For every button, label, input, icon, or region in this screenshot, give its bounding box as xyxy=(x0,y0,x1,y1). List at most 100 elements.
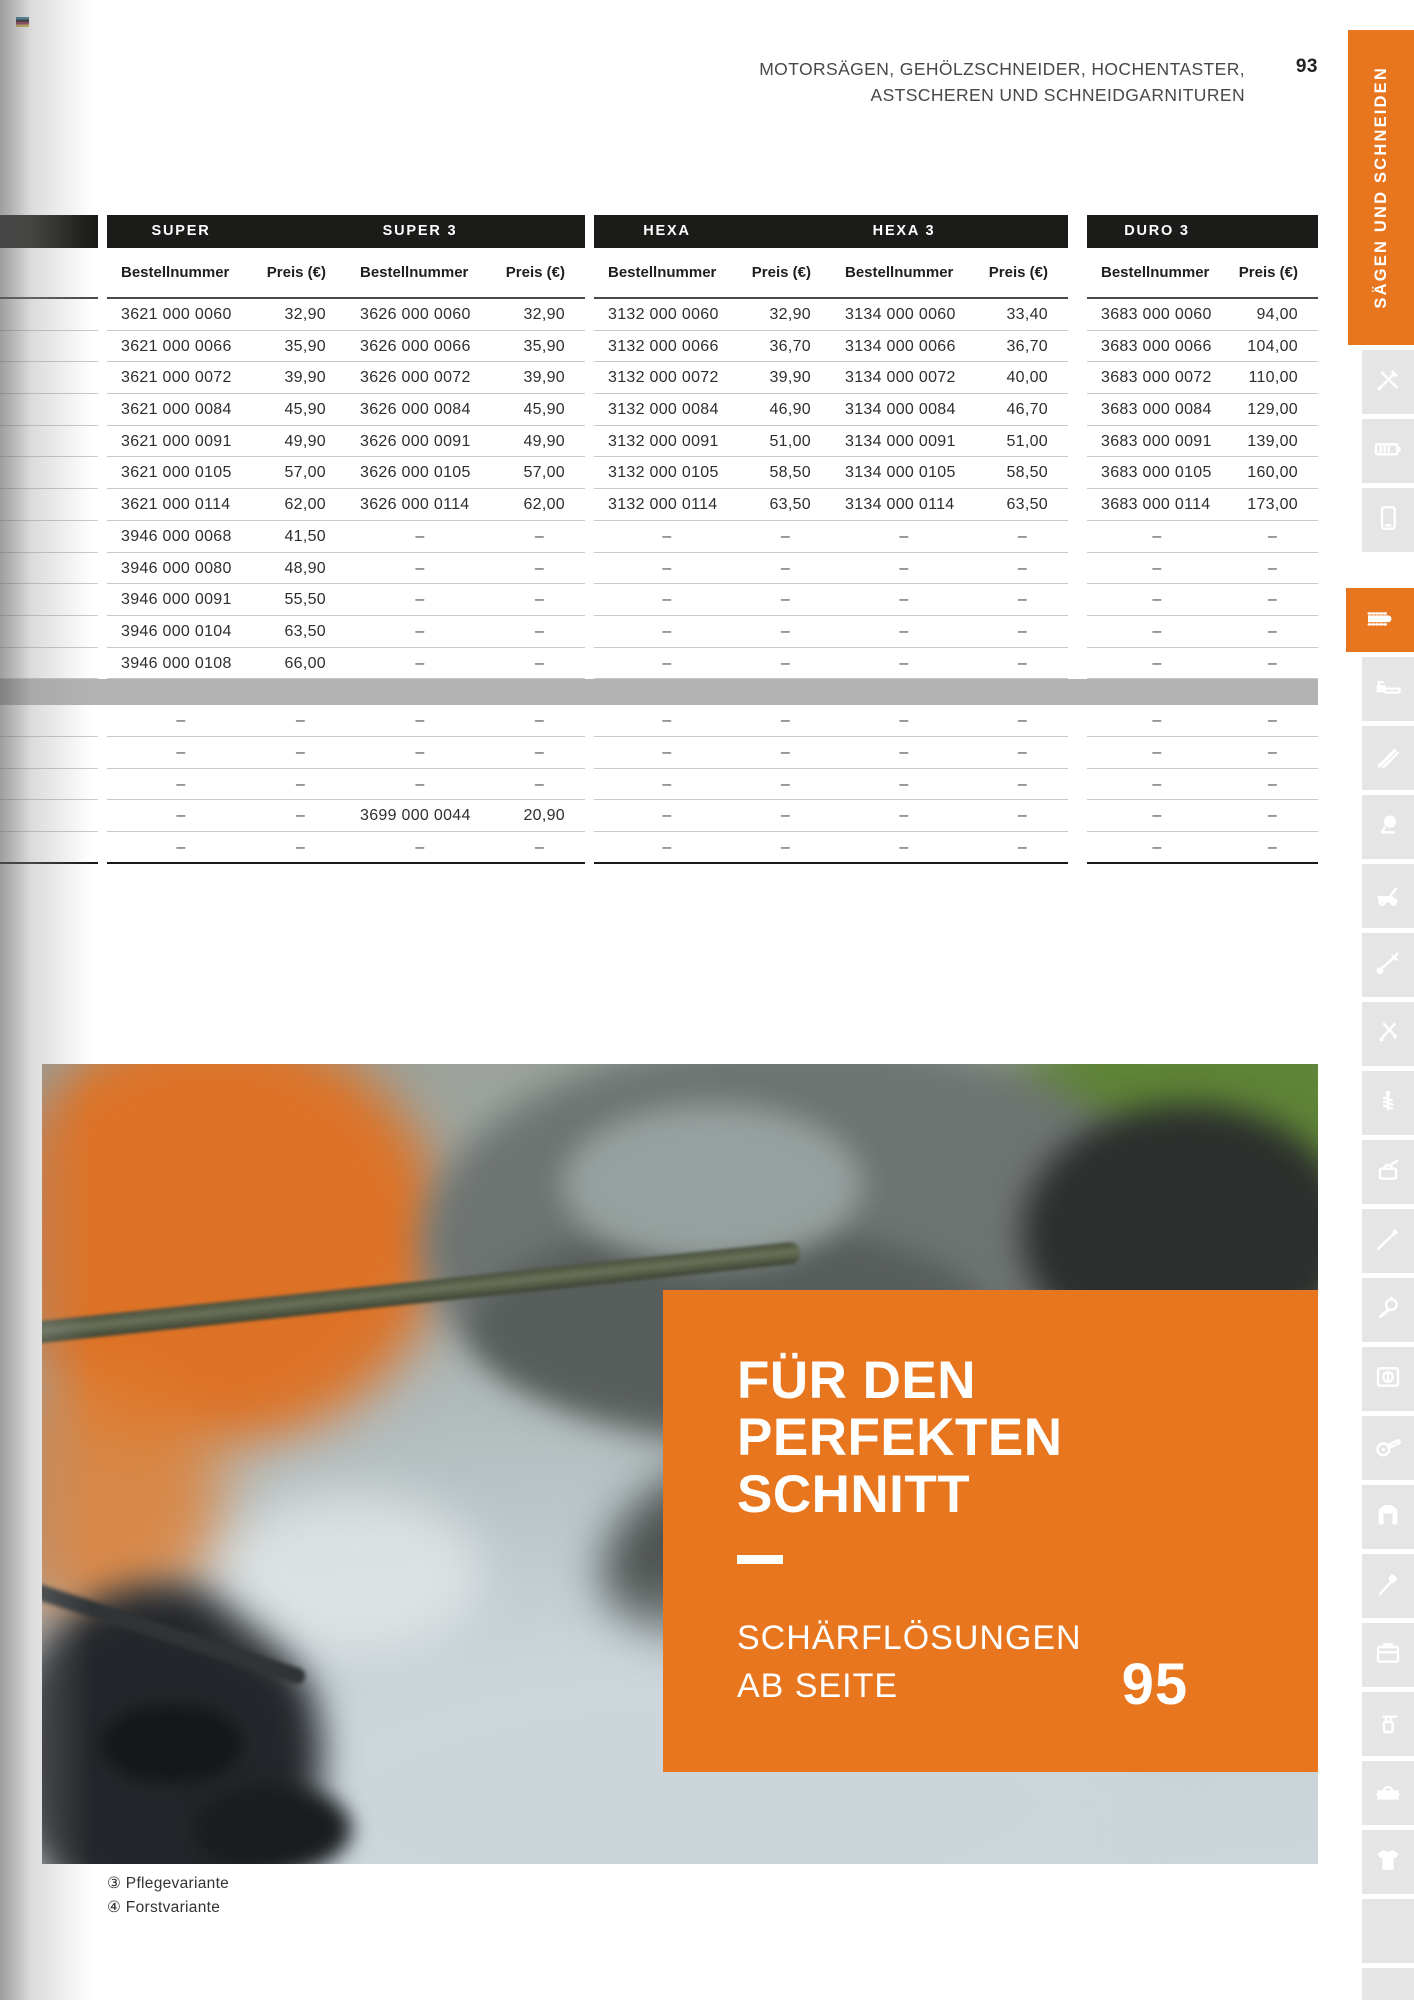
page-header: MOTORSÄGEN, GEHÖLZSCHNEIDER, HOCHENTASTE… xyxy=(759,56,1245,108)
cell-bestellnummer: 3621 000 0091 xyxy=(121,432,232,450)
cell-bestellnummer: – xyxy=(1152,591,1162,609)
sidebar-tile[interactable] xyxy=(1362,864,1414,928)
table-group-C: 3683 000 0072 110,00 xyxy=(1087,362,1318,395)
table-band-spacer xyxy=(494,215,585,248)
table-left-cropped-column xyxy=(0,394,98,426)
sidebar-tile[interactable] xyxy=(1362,1761,1414,1825)
cell-preis: 39,90 xyxy=(284,369,326,387)
table-group-A: – – – – xyxy=(107,705,585,737)
sidebar-tile[interactable] xyxy=(1362,1278,1414,1342)
cutoff-machine-icon xyxy=(1372,1430,1404,1467)
cell-preis: – xyxy=(534,839,545,856)
sidebar-tile[interactable] xyxy=(1362,1209,1414,1273)
cell-bestellnummer: – xyxy=(899,743,909,761)
table-group-A: 3621 000 0060 32,90 3626 000 0060 32,90 xyxy=(107,299,585,331)
cell-preis: – xyxy=(295,775,306,793)
cell-bestellnummer: 3946 000 0080 xyxy=(121,559,232,577)
sidebar-tile[interactable] xyxy=(1362,488,1414,552)
table-group-B: – – – – xyxy=(594,737,1068,769)
table-group-C: – – xyxy=(1087,521,1318,553)
cell-preis: – xyxy=(1267,559,1278,577)
cell-preis: – xyxy=(1017,654,1028,672)
chapter-tab-saegen-und-schneiden[interactable]: SÄGEN UND SCHNEIDEN xyxy=(1348,30,1414,345)
table-group-B: – – – – xyxy=(594,553,1068,585)
table-group-C: 3683 000 0060 94,00 xyxy=(1087,299,1318,331)
cell-preis: 46,70 xyxy=(1006,401,1048,419)
table-row: 3621 000 0105 57,00 3626 000 0105 57,00 3132… xyxy=(0,457,1318,490)
cell-preis: – xyxy=(1267,622,1278,640)
sidebar-tile[interactable] xyxy=(1362,1416,1414,1480)
cell-bestellnummer: – xyxy=(1152,743,1162,761)
cell-preis: – xyxy=(780,807,791,825)
cell-preis: – xyxy=(1017,839,1028,856)
cell-bestellnummer: – xyxy=(415,559,425,577)
cell-bestellnummer: – xyxy=(899,712,909,730)
cell-bestellnummer: – xyxy=(662,591,672,609)
sprayer-icon xyxy=(1372,809,1404,846)
table-group-A: 3946 000 0104 63,50 – – xyxy=(107,616,585,648)
table-row: 3946 000 0080 48,90– – – – – – – – xyxy=(0,553,1318,585)
cell-bestellnummer: 3134 000 0072 xyxy=(845,369,956,387)
table-group-C: – – xyxy=(1087,769,1318,801)
sidebar-tile[interactable] xyxy=(1362,1071,1414,1135)
sidebar-tile[interactable] xyxy=(1362,795,1414,859)
cell-preis: 36,70 xyxy=(1006,337,1048,355)
sidebar-tile[interactable] xyxy=(1362,726,1414,790)
cell-bestellnummer: 3683 000 0072 xyxy=(1101,369,1212,387)
column-header-preis: Preis (€) xyxy=(505,264,565,281)
cell-preis: 49,90 xyxy=(284,432,326,450)
cell-preis: – xyxy=(1017,559,1028,577)
table-band-spacer xyxy=(1227,215,1318,248)
cell-bestellnummer: – xyxy=(1152,559,1162,577)
sidebar-tile[interactable] xyxy=(1362,933,1414,997)
sidebar-tile[interactable] xyxy=(1362,419,1414,483)
cell-bestellnummer: 3134 000 0066 xyxy=(845,337,956,355)
cell-preis: – xyxy=(780,712,791,730)
cell-bestellnummer: – xyxy=(899,775,909,793)
lawn-mower-icon xyxy=(1372,878,1404,915)
cell-bestellnummer: 3132 000 0105 xyxy=(608,464,719,482)
table-group-A: 3621 000 0114 62,00 3626 000 0114 62,00 xyxy=(107,489,585,521)
cell-bestellnummer: – xyxy=(415,527,425,545)
cell-preis: 32,90 xyxy=(523,306,565,323)
table-group-A: 3621 000 0105 57,00 3626 000 0105 57,00 xyxy=(107,457,585,490)
tools-icon xyxy=(1372,364,1404,401)
table-section-divider xyxy=(0,679,1318,706)
sidebar-tile[interactable] xyxy=(1362,1623,1414,1687)
sidebar-tile[interactable] xyxy=(1362,1485,1414,1549)
table-group-B: – – – – xyxy=(594,521,1068,553)
table-group-C: – – xyxy=(1087,584,1318,616)
table-left-cropped-column xyxy=(0,215,98,248)
table-body-extra: – – – – – – – – – – – – – – – – – – – – – – – – – – – – – – – –3699 000… xyxy=(0,705,1318,864)
column-header-preis: Preis (€) xyxy=(751,264,811,281)
sidebar-tile[interactable] xyxy=(1362,350,1414,414)
chain-bar-icon xyxy=(1364,602,1396,639)
sidebar-tile[interactable] xyxy=(1362,657,1414,721)
sidebar-tile[interactable] xyxy=(1362,1692,1414,1756)
table-group-A: Bestellnummer Preis (€) Bestellnummer Preis… xyxy=(107,248,585,299)
sidebar-tile[interactable] xyxy=(1362,1554,1414,1618)
sidebar-tile[interactable] xyxy=(1362,1968,1414,2000)
table-group-A: 3946 000 0091 55,50 – – xyxy=(107,584,585,616)
cell-preis: – xyxy=(780,775,791,793)
sidebar-tile[interactable] xyxy=(1362,1140,1414,1204)
table-left-cropped-column xyxy=(0,248,98,299)
sidebar-tile[interactable] xyxy=(1362,1899,1414,1963)
cell-preis: 46,90 xyxy=(769,401,811,419)
cell-bestellnummer: – xyxy=(176,743,186,761)
table-group-B: 3132 000 0060 32,90 3134 000 0060 33,40 xyxy=(594,299,1068,331)
sidebar-tile[interactable] xyxy=(1362,1830,1414,1894)
cell-bestellnummer: – xyxy=(662,527,672,545)
cell-bestellnummer: 3683 000 0060 xyxy=(1101,306,1212,323)
table-body-main: 3621 000 0060 32,90 3626 000 0060 32,90 3132… xyxy=(0,299,1318,680)
cell-preis: – xyxy=(780,527,791,545)
sidebar-tile[interactable] xyxy=(1362,1002,1414,1066)
cell-preis: 63,50 xyxy=(769,496,811,514)
cell-bestellnummer: – xyxy=(899,559,909,577)
battery-icon xyxy=(1372,433,1404,470)
column-header-bestellnummer: Bestellnummer xyxy=(608,264,717,281)
sidebar-tile[interactable] xyxy=(1362,1347,1414,1411)
cell-preis: – xyxy=(1267,591,1278,609)
cell-preis: 40,00 xyxy=(1006,369,1048,387)
sidebar-tile-active[interactable] xyxy=(1346,588,1414,652)
